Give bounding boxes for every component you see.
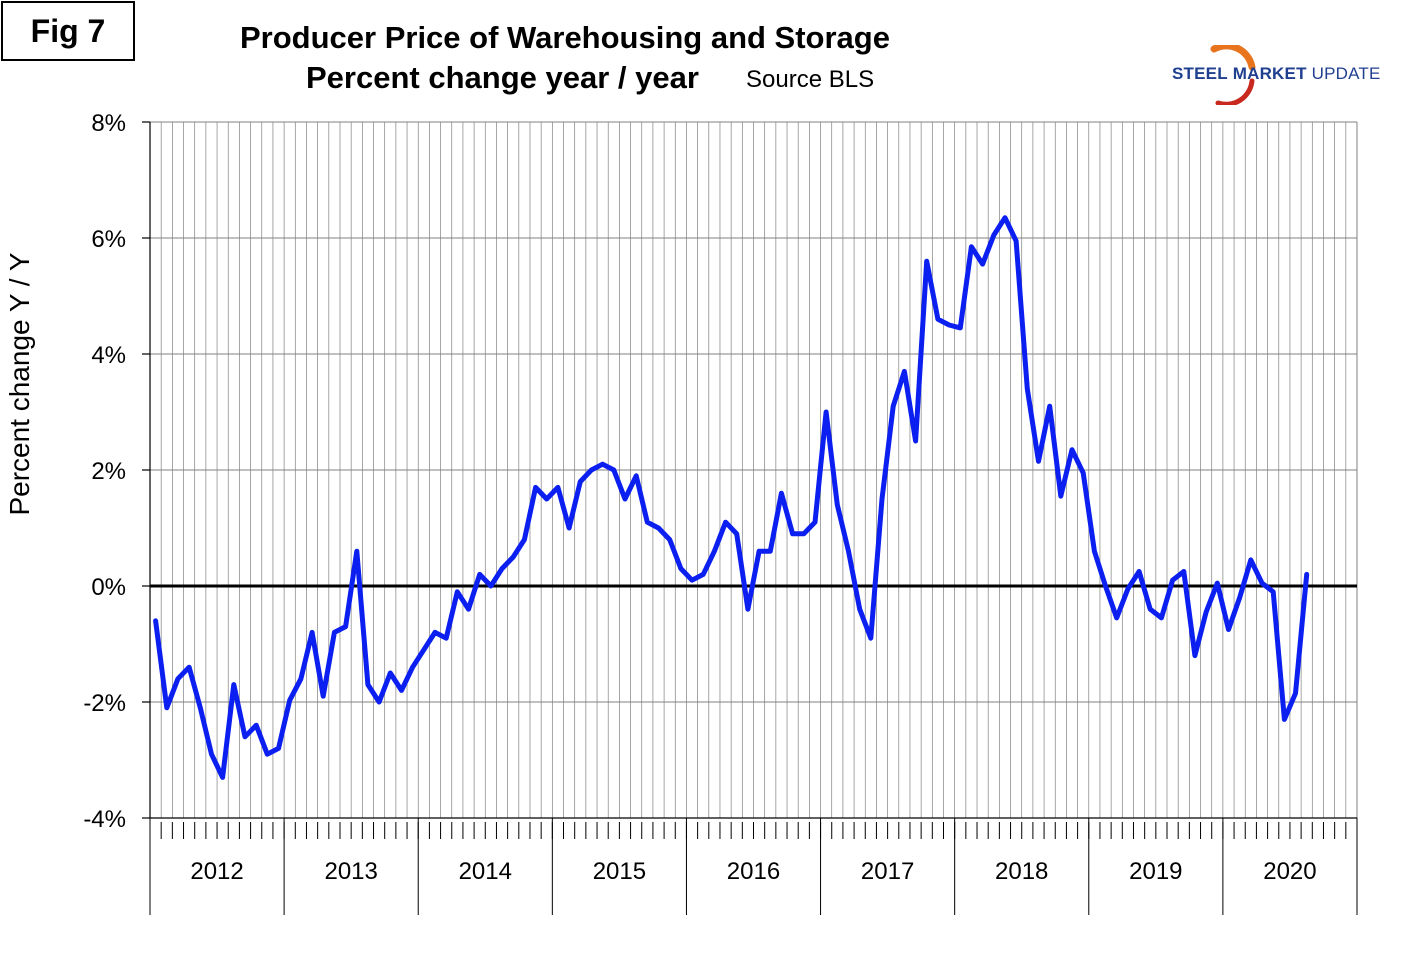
source-note: Source BLS	[746, 66, 875, 93]
y-tick-label: -4%	[83, 806, 126, 833]
x-year-label: 2018	[995, 858, 1048, 885]
y-tick-label: -2%	[83, 690, 126, 717]
x-year-label: 2020	[1263, 858, 1316, 885]
chart-title: Producer Price of Warehousing and Storag…	[240, 20, 890, 55]
logo-word-market: MARKET	[1232, 64, 1307, 83]
steel-market-update-logo	[1210, 45, 1256, 105]
x-axis-year-labels: 2012 2013 2014 2015 2016 2017 2018 2019 2020	[190, 858, 1316, 885]
logo-word-update: UPDATE	[1311, 64, 1381, 83]
y-tick-label: 4%	[91, 342, 126, 369]
plot-frame	[142, 121, 1358, 819]
y-axis-tick-labels: -4% -2% 0% 2% 4% 6% 8%	[83, 110, 126, 833]
y-tick-label: 6%	[91, 226, 126, 253]
x-year-label: 2014	[459, 858, 512, 885]
x-axis-month-ticks	[160, 822, 1347, 839]
x-year-label: 2016	[727, 858, 780, 885]
y-tick-label: 0%	[91, 574, 126, 601]
x-year-label: 2015	[593, 858, 646, 885]
x-year-label: 2012	[190, 858, 243, 885]
x-axis-year-dividers	[149, 818, 1358, 915]
data-series	[153, 215, 1310, 780]
x-year-label: 2017	[861, 858, 914, 885]
logo-wordmark: STEEL MARKET UPDATE	[1172, 64, 1381, 84]
x-year-label: 2013	[324, 858, 377, 885]
logo-swoosh-red	[1215, 78, 1255, 105]
x-year-label: 2019	[1129, 858, 1182, 885]
figure-label: Fig 7	[1, 1, 135, 61]
chart-subtitle: Percent change year / year	[306, 60, 699, 95]
y-tick-label: 8%	[91, 110, 126, 137]
y-tick-label: 2%	[91, 458, 126, 485]
logo-swoosh-orange	[1210, 45, 1256, 71]
series-line	[153, 215, 1310, 780]
logo-word-steel: STEEL	[1172, 64, 1228, 83]
